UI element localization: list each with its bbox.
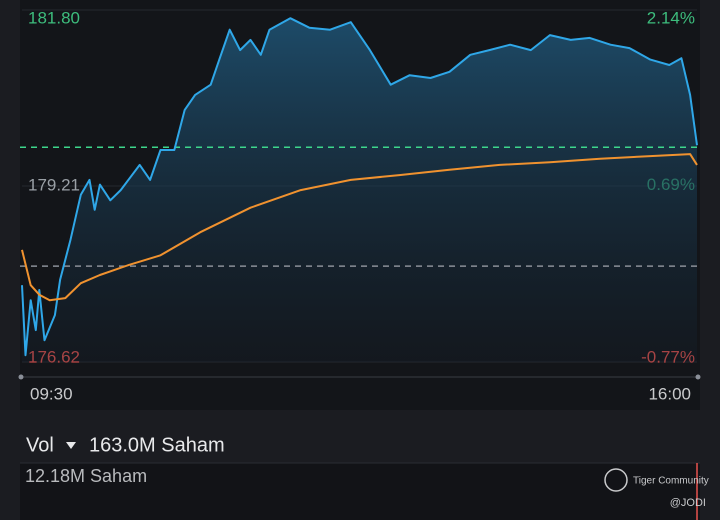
x-tick-label: 09:30: [30, 384, 73, 403]
y-tick-label: 181.80: [28, 8, 80, 27]
price-area: [22, 18, 697, 362]
price-line: [21, 17, 698, 357]
axis-dot: [695, 374, 701, 380]
vol-total: 163.0M Saham: [89, 434, 225, 456]
volume-area: [20, 463, 700, 520]
brand-icon: [604, 468, 628, 492]
dropdown-arrow[interactable]: [66, 442, 76, 449]
x-tick-label: 16:00: [648, 384, 691, 403]
average-line: [21, 153, 698, 302]
user: @JODI: [670, 497, 706, 509]
plot: 181.80179.21176.622.14%0.69%-0.77%09:301…: [18, 8, 701, 403]
brand: Tiger Community: [633, 476, 709, 487]
y2-tick-label: 2.14%: [647, 8, 695, 27]
y-tick-label: 179.21: [28, 175, 80, 194]
vol-label: Vol: [26, 434, 54, 456]
axis-dot: [18, 374, 24, 380]
vol-scale: 12.18M Saham: [25, 466, 147, 486]
